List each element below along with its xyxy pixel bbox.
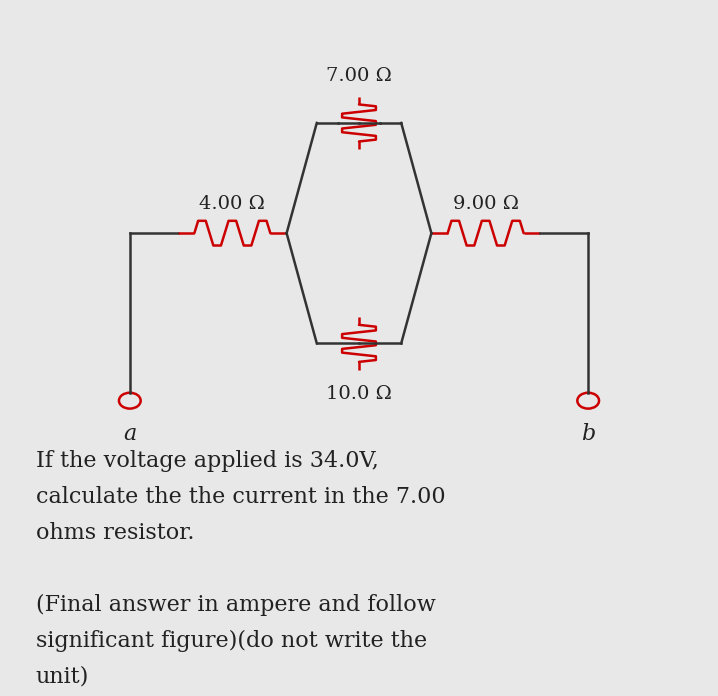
Text: 10.0 Ω: 10.0 Ω <box>326 386 392 403</box>
Text: (Final answer in ampere and follow: (Final answer in ampere and follow <box>36 594 436 616</box>
Text: 9.00 Ω: 9.00 Ω <box>452 196 518 213</box>
Text: b: b <box>581 422 595 445</box>
Text: ohms resistor.: ohms resistor. <box>36 522 195 544</box>
Text: 7.00 Ω: 7.00 Ω <box>326 68 392 86</box>
Text: 4.00 Ω: 4.00 Ω <box>200 196 265 213</box>
Text: a: a <box>123 422 136 445</box>
Text: If the voltage applied is 34.0V,: If the voltage applied is 34.0V, <box>36 450 379 472</box>
Text: unit): unit) <box>36 666 89 688</box>
Text: significant figure)(do not write the: significant figure)(do not write the <box>36 630 427 652</box>
Text: calculate the the current in the 7.00: calculate the the current in the 7.00 <box>36 486 446 508</box>
